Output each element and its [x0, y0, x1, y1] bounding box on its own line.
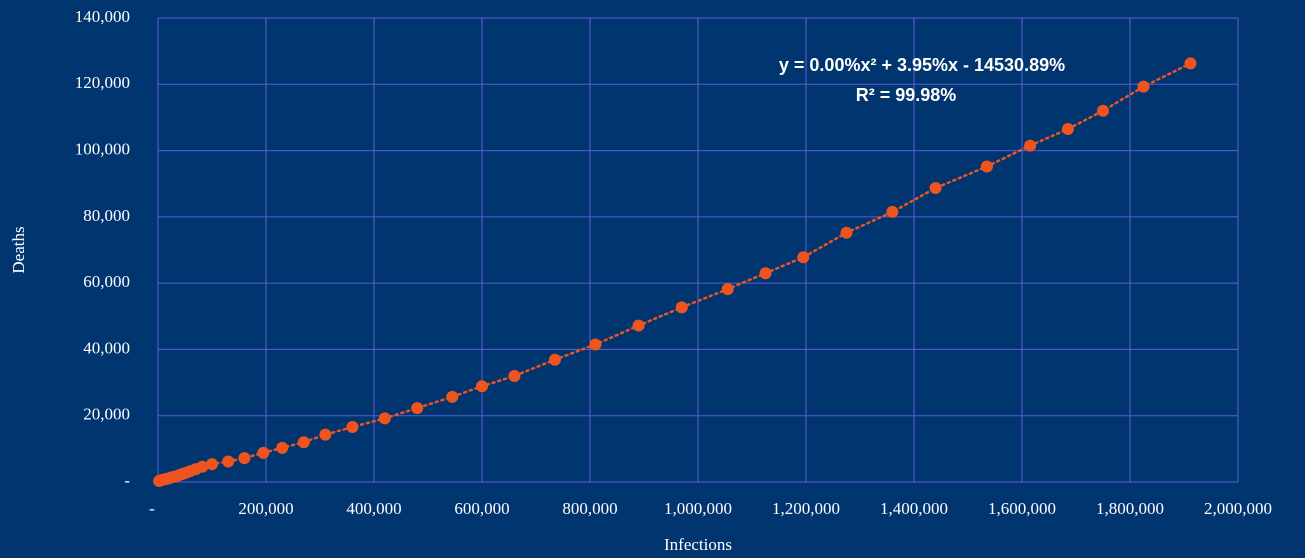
- y-axis-title: Deaths: [9, 226, 28, 273]
- point: [589, 338, 602, 351]
- point: [378, 412, 391, 425]
- y-tick-label: 80,000: [83, 206, 130, 225]
- x-axis-title: Infections: [664, 535, 732, 554]
- point: [1137, 80, 1150, 93]
- point: [1024, 139, 1037, 152]
- x-tick-label: 1,600,000: [988, 499, 1056, 518]
- point: [548, 353, 561, 366]
- point: [206, 458, 218, 471]
- point: [276, 441, 289, 454]
- point: [886, 205, 899, 218]
- point: [675, 301, 688, 314]
- x-tick-label: 400,000: [346, 499, 401, 518]
- point: [446, 390, 459, 403]
- x-tick-label: 800,000: [562, 499, 617, 518]
- x-tick-label: -: [149, 499, 155, 518]
- equation: y = 0.00%x² + 3.95%x - 14530.89%: [779, 55, 1065, 75]
- point: [929, 182, 942, 195]
- y-tick-label: 40,000: [83, 338, 130, 357]
- point: [196, 460, 209, 473]
- x-tick-label: 1,800,000: [1096, 499, 1164, 518]
- point: [508, 369, 521, 382]
- y-tick-label: 60,000: [83, 272, 130, 291]
- point: [632, 319, 645, 332]
- point: [319, 428, 332, 441]
- y-tick-label: -: [124, 471, 130, 490]
- point: [257, 446, 270, 459]
- point: [759, 267, 772, 280]
- point: [297, 436, 310, 449]
- x-tick-label: 600,000: [454, 499, 509, 518]
- x-tick-label: 2,000,000: [1204, 499, 1272, 518]
- r-squared: R² = 99.98%: [856, 85, 957, 105]
- point: [980, 160, 993, 173]
- point: [1097, 104, 1109, 117]
- x-tick-label: 200,000: [238, 499, 293, 518]
- point: [1184, 57, 1197, 70]
- point: [721, 283, 734, 296]
- y-tick-label: 140,000: [75, 7, 130, 26]
- y-tick-label: 20,000: [83, 405, 130, 424]
- point: [1061, 123, 1074, 136]
- y-tick-label: 100,000: [75, 139, 130, 158]
- x-tick-label: 1,400,000: [880, 499, 948, 518]
- y-tick-label: 120,000: [75, 73, 130, 92]
- point: [797, 251, 810, 264]
- point: [346, 420, 359, 433]
- point: [840, 226, 853, 239]
- point: [476, 380, 488, 393]
- point: [222, 455, 235, 468]
- x-tick-label: 1,200,000: [772, 499, 840, 518]
- x-tick-label: 1,000,000: [664, 499, 732, 518]
- point: [238, 452, 251, 465]
- point: [411, 402, 424, 415]
